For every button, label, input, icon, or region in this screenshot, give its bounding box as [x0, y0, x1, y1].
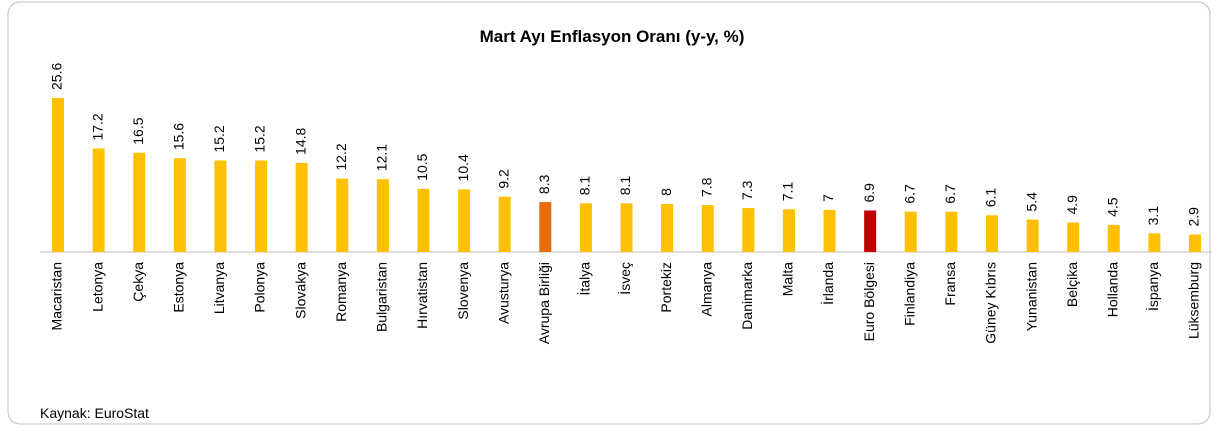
x-tick-label: İsveç [616, 262, 633, 295]
bar [214, 160, 227, 252]
x-tick-label: Güney Kıbrıs [983, 262, 999, 344]
value-label: 5.4 [1023, 192, 1039, 212]
x-tick-label: Romanya [333, 262, 349, 322]
value-label: 9.2 [495, 169, 511, 189]
x-tick-label: Almanya [698, 262, 714, 317]
value-label: 6.9 [861, 183, 877, 203]
value-label: 12.1 [374, 144, 390, 171]
bar [173, 158, 186, 252]
bar [417, 188, 430, 252]
bar [1107, 224, 1120, 252]
bar [661, 203, 674, 252]
x-tick-label: Lüksemburg [1186, 262, 1202, 339]
bar [92, 148, 105, 252]
bar [1189, 234, 1201, 252]
value-label: 14.8 [292, 128, 308, 155]
x-tick-label: İspanya [1144, 262, 1161, 311]
value-label: 7 [820, 194, 836, 202]
bar [255, 160, 268, 252]
x-tick-label: Belçika [1064, 262, 1080, 307]
x-tick-label: Avrupa Birliği [536, 262, 552, 344]
x-tick-label: Slovakya [292, 262, 308, 319]
value-label: 4.9 [1064, 195, 1080, 215]
value-label: 6.7 [942, 184, 958, 204]
x-tick-label: Litvanya [211, 262, 227, 314]
value-label: 10.5 [414, 153, 430, 180]
chart-frame [7, 1, 1211, 425]
bar [864, 210, 877, 252]
bar [904, 211, 917, 252]
bar [133, 152, 146, 252]
value-label: 6.7 [901, 184, 917, 204]
bar [295, 162, 308, 252]
x-tick-label: Fransa [942, 262, 958, 306]
bar [620, 203, 633, 252]
value-label: 8.1 [577, 176, 593, 196]
bar [376, 179, 389, 252]
x-tick-label: Polonya [252, 262, 268, 313]
value-label: 15.2 [252, 125, 268, 152]
bar [458, 189, 471, 252]
x-tick-label: Finlandiya [901, 262, 917, 326]
value-label: 8.3 [536, 174, 552, 194]
bar [1148, 233, 1161, 252]
value-label: 25.6 [49, 63, 65, 90]
value-label: 3.1 [1145, 206, 1161, 226]
value-label: 7.8 [698, 177, 714, 197]
bar [1067, 222, 1080, 252]
value-label: 6.1 [983, 188, 999, 208]
bar [945, 211, 958, 252]
x-tick-label: İrlanda [819, 262, 836, 305]
bar [782, 209, 795, 252]
x-tick-label: Estonya [171, 262, 187, 313]
value-label: 15.6 [171, 123, 187, 150]
x-tick-label: Çekya [130, 262, 146, 302]
value-label: 16.5 [130, 117, 146, 144]
bar [498, 196, 511, 252]
value-label: 7.1 [780, 182, 796, 202]
bar [52, 98, 64, 252]
value-label: 4.5 [1104, 197, 1120, 217]
chart-title: Mart Ayı Enflasyon Oranı (y-y, %) [480, 27, 745, 46]
x-tick-label: Hollanda [1104, 262, 1120, 317]
value-label: 10.4 [455, 154, 471, 181]
value-label: 8.1 [617, 176, 633, 196]
bar [701, 205, 714, 252]
value-label: 15.2 [211, 125, 227, 152]
bar [742, 208, 755, 252]
value-label: 17.2 [89, 113, 105, 140]
bar [336, 178, 349, 252]
source-note: Kaynak: EuroStat [40, 405, 149, 421]
x-tick-label: Avusturya [495, 262, 511, 324]
x-tick-label: Letonya [89, 262, 105, 312]
x-tick-label: Danimarka [739, 262, 755, 330]
value-label: 2.9 [1186, 207, 1202, 227]
x-tick-label: Slovenya [455, 262, 471, 320]
x-tick-label: İtalya [576, 262, 593, 296]
x-tick-label: Portekiz [658, 262, 674, 313]
x-tick-label: Bulgaristan [374, 262, 390, 332]
value-label: 7.3 [739, 180, 755, 200]
x-tick-label: Euro Bölgesi [861, 262, 877, 341]
value-label: 12.2 [333, 143, 349, 170]
bar [579, 203, 592, 252]
x-tick-label: Hırvatistan [414, 262, 430, 329]
x-tick-label: Malta [780, 262, 796, 296]
bar [539, 202, 552, 252]
x-tick-label: Yunanistan [1023, 262, 1039, 331]
value-label: 8 [658, 188, 674, 196]
bar [1026, 219, 1039, 252]
bar [985, 215, 998, 252]
bar [823, 209, 836, 252]
x-tick-label: Macaristan [49, 262, 65, 330]
